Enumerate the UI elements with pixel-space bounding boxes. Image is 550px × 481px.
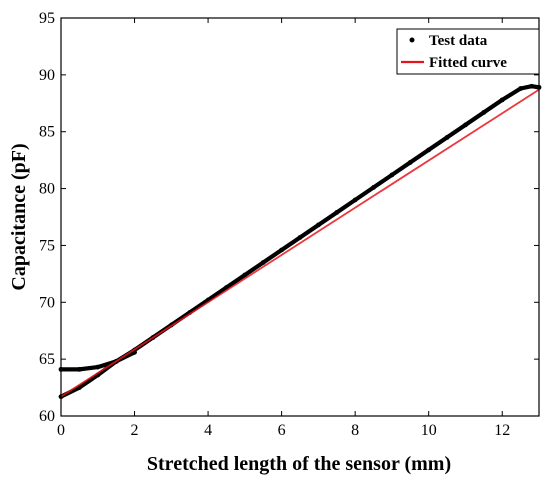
data-point	[426, 147, 432, 153]
x-tick-label: 6	[278, 422, 286, 439]
data-point	[529, 83, 535, 89]
data-point	[95, 364, 101, 370]
data-point	[407, 160, 413, 165]
data-point	[499, 97, 505, 103]
data-point	[260, 260, 266, 265]
y-tick-label: 80	[39, 181, 55, 198]
data-point	[242, 272, 248, 278]
data-point	[279, 247, 285, 253]
data-point	[463, 122, 468, 128]
x-tick-label: 10	[421, 422, 437, 439]
legend-label-test-data: Test data	[429, 33, 488, 49]
y-tick-label: 65	[39, 351, 55, 368]
y-tick-label: 70	[39, 294, 55, 311]
legend-marker-test-data	[409, 37, 415, 43]
data-point	[518, 86, 524, 91]
y-tick-label: 75	[39, 237, 55, 254]
legend-label-fitted-curve: Fitted curve	[429, 55, 507, 71]
data-point	[481, 109, 487, 115]
data-point	[352, 197, 358, 203]
y-tick-label: 60	[39, 408, 55, 425]
data-point	[334, 210, 340, 215]
data-point	[297, 235, 303, 240]
y-tick-label: 90	[39, 67, 55, 84]
plot-area	[58, 83, 542, 400]
x-tick-label: 8	[351, 422, 359, 439]
legend: Test data Fitted curve	[396, 28, 540, 75]
data-point	[389, 172, 395, 178]
x-axis-title: Stretched length of the sensor (mm)	[147, 453, 451, 475]
data-point	[76, 366, 82, 372]
x-tick-label: 4	[204, 422, 212, 439]
data-point	[444, 135, 450, 140]
y-tick-label: 95	[39, 10, 55, 27]
data-point	[371, 185, 376, 190]
data-point	[315, 222, 321, 228]
x-tick-label: 12	[494, 422, 510, 439]
series-fitted-curve-line	[60, 88, 540, 398]
x-tick-label: 0	[57, 422, 65, 439]
x-tick-label: 2	[131, 422, 139, 439]
plot-frame	[60, 17, 540, 417]
legend-box	[396, 28, 540, 75]
series-test-data-return	[58, 349, 137, 372]
y-tick-label: 85	[39, 124, 55, 141]
y-axis-title: Capacitance (pF)	[8, 143, 30, 290]
